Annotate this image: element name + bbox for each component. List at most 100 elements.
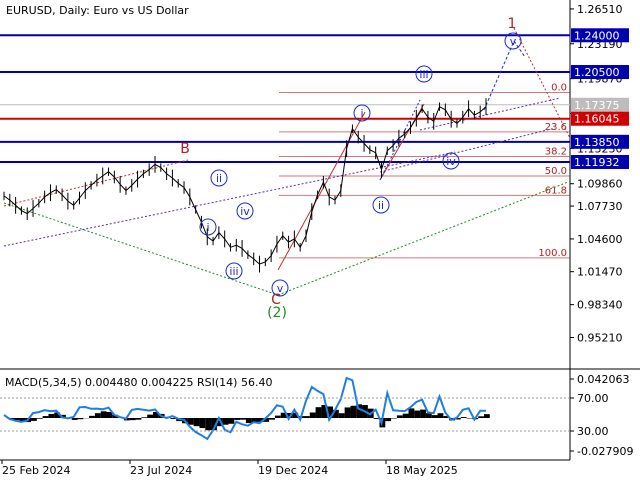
macd-bar	[303, 416, 310, 418]
fib-level-label: 23.6	[545, 122, 567, 133]
macd-bar	[48, 413, 55, 418]
projection-blue-2	[513, 40, 526, 58]
wave-circle	[199, 218, 217, 236]
macd-bar	[263, 418, 270, 422]
chart-frame	[0, 0, 570, 460]
wave-circle	[353, 104, 371, 122]
macd-bar	[321, 405, 328, 418]
indicator-pane	[0, 376, 570, 441]
macd-bar	[420, 409, 426, 418]
wave-label: iii	[229, 265, 238, 278]
level-label: 1.16045	[574, 113, 620, 126]
indicator-title: MACD(5,34,5) 0.004480 0.004225 RSI(14) 5…	[5, 376, 272, 389]
macd-bar	[199, 418, 206, 429]
channel-purple-lower	[3, 151, 456, 247]
macd-bar	[19, 418, 26, 422]
macd-bar	[408, 408, 415, 418]
macd-bar	[292, 412, 299, 418]
price-tick-label: 0.95210	[577, 332, 623, 345]
horizontal-levels	[0, 34, 570, 163]
macd-bar	[327, 406, 334, 418]
green-trend-left	[3, 202, 279, 296]
macd-bar	[333, 409, 339, 418]
time-axis-labels: 25 Feb 2024 23 Jul 2024 19 Dec 2024 18 May …	[1, 460, 458, 477]
macd-bar	[54, 412, 61, 418]
macd-bar	[234, 418, 241, 420]
wave-label: iv	[240, 205, 250, 218]
wave-circle	[271, 279, 289, 297]
zigzag-blue-1	[379, 99, 421, 181]
price-tick-label: 1.26510	[577, 3, 623, 16]
macd-bar	[478, 416, 484, 418]
fib-level-label: 61.8	[545, 185, 567, 196]
level-label: 1.17375	[574, 99, 620, 112]
macd-bar	[385, 418, 392, 422]
macd-bar	[77, 418, 84, 420]
macd-bar	[112, 414, 119, 418]
macd-bar	[245, 418, 252, 424]
macd-bar	[315, 407, 322, 418]
wave-label: B	[180, 141, 190, 157]
macd-bar	[135, 418, 142, 420]
fib-level-label: 0.0	[551, 82, 567, 93]
time-tick-label: 18 May 2025	[386, 464, 458, 477]
level-label-box	[571, 28, 629, 43]
wave-circle	[442, 152, 460, 170]
macd-bar	[396, 415, 403, 418]
chart-title: EURUSD, Daily: Euro vs US Dollar	[6, 4, 189, 17]
fibonacci-retracement: 0.0 23.6 38.2 50.0 61.8 100.0	[279, 82, 570, 259]
zigzag-red-1	[277, 111, 366, 271]
macd-bar	[106, 412, 113, 418]
macd-bar	[344, 407, 351, 418]
trend-lines	[3, 27, 571, 296]
wave-label: v	[510, 35, 517, 48]
price-tick-label: 1.04600	[577, 233, 623, 246]
wave-circle	[504, 32, 522, 50]
indicator-tick-label: 0.042063	[577, 373, 630, 386]
price-tick-label: 0.98340	[577, 299, 623, 312]
macd-bar	[13, 418, 20, 421]
macd-bar	[402, 413, 409, 418]
wave-label: i	[206, 221, 209, 234]
macd-bar	[147, 414, 153, 418]
macd-bar	[274, 415, 281, 418]
price-tick-label: 1.07730	[577, 200, 623, 213]
wave-circle	[415, 65, 433, 83]
macd-bar	[431, 415, 438, 418]
projection-red	[513, 27, 571, 139]
fib-level-label: 100.0	[538, 248, 567, 259]
price-tick-label: 1.09860	[577, 178, 623, 191]
price-tick-label: 1.01470	[577, 266, 623, 279]
wave-circle	[236, 202, 254, 220]
time-tick-label: 25 Feb 2024	[2, 464, 70, 477]
macd-bar	[129, 418, 136, 421]
macd-bar	[454, 418, 461, 420]
macd-bar	[257, 418, 264, 422]
macd-bar	[100, 411, 107, 418]
level-label: 1.11932	[574, 156, 620, 169]
level-label-box	[571, 111, 629, 126]
indicator-scale: 0.042063 70.00 30.00 -0.027909	[570, 373, 633, 458]
macd-bar	[42, 416, 49, 418]
macd-bar	[152, 412, 159, 418]
level-label: 1.20500	[574, 66, 620, 79]
macd-bar	[141, 417, 148, 418]
level-label-box	[571, 65, 629, 80]
macd-bar	[414, 410, 421, 418]
time-tick-label: 19 Dec 2024	[258, 464, 328, 477]
macd-bar	[240, 418, 246, 420]
macd-bar	[89, 415, 95, 418]
macd-bar	[484, 414, 490, 418]
wave-circle	[225, 262, 243, 280]
macd-bar	[350, 405, 357, 418]
macd-bar	[460, 417, 467, 418]
level-label-box	[571, 134, 629, 149]
wave-label: v	[277, 282, 284, 295]
macd-bar	[356, 404, 363, 418]
macd-bar	[94, 413, 101, 418]
macd-bar	[193, 418, 200, 427]
macd-bar	[31, 418, 37, 421]
